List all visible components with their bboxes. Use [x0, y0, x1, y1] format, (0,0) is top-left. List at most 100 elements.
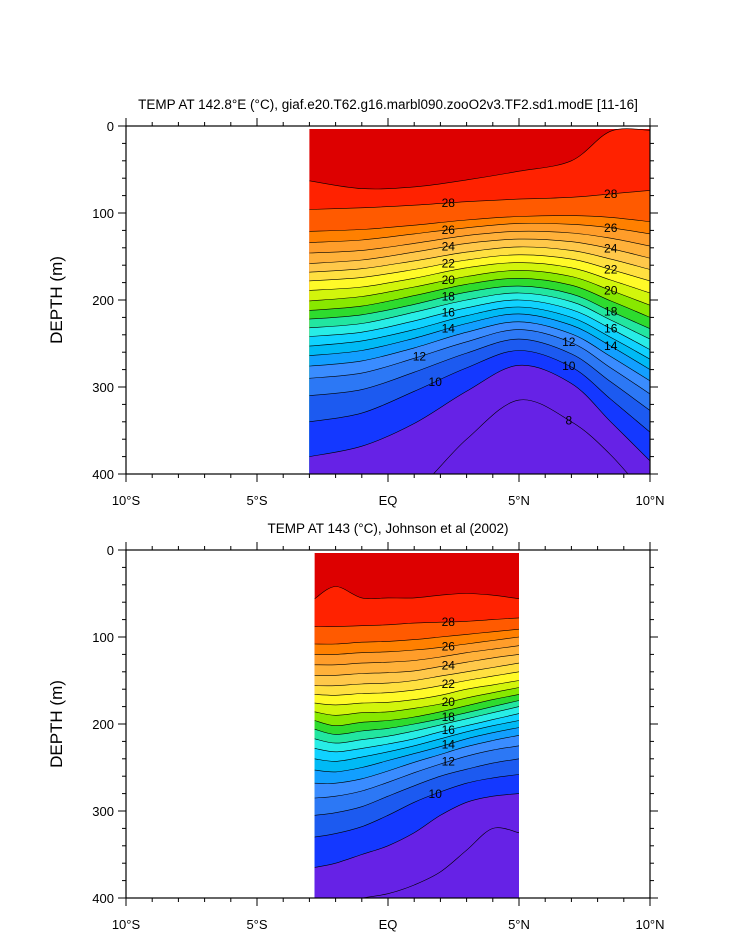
- contour-label-18: 18: [442, 289, 456, 303]
- x-tick-label: 10°S: [112, 493, 141, 508]
- x-tick-label: EQ: [379, 493, 398, 508]
- contour-label-20: 20: [442, 273, 456, 287]
- contour-label-12: 12: [562, 335, 576, 349]
- contour-line-layer: [314, 586, 520, 898]
- y-axis-label: DEPTH (m): [47, 680, 66, 768]
- y-tick-label: 200: [92, 293, 114, 308]
- contour-label-26: 26: [604, 221, 618, 235]
- isotherm-line-13: [314, 735, 520, 784]
- isotherm-line-9: [309, 364, 650, 462]
- isotherm-line-24: [314, 654, 520, 676]
- contour-label-26: 26: [442, 639, 456, 653]
- contour-label-14: 14: [604, 339, 618, 353]
- y-tick-label: 0: [107, 543, 114, 558]
- x-tick-label: 10°N: [635, 917, 664, 932]
- x-tick-label: 5°S: [246, 493, 267, 508]
- isotherm-line-20: [314, 687, 520, 716]
- y-tick-label: 100: [92, 206, 114, 221]
- contour-label-16: 16: [442, 305, 456, 319]
- isotherm-line-26: [309, 222, 650, 243]
- y-tick-label: 400: [92, 891, 114, 906]
- contour-label-10: 10: [429, 787, 443, 801]
- y-axis-label: DEPTH (m): [47, 256, 66, 344]
- contour-label-18: 18: [604, 304, 618, 318]
- contour-label-10: 10: [562, 359, 576, 373]
- x-tick-label: 5°N: [508, 917, 530, 932]
- isotherm-line-11: [314, 758, 520, 816]
- y-tick-label: 0: [107, 119, 114, 134]
- isotherm-line-23: [309, 246, 650, 273]
- x-tick-label: 5°N: [508, 493, 530, 508]
- contour-label-24: 24: [604, 242, 618, 256]
- contour-label-22: 22: [604, 263, 618, 277]
- isotherm-line-19: [314, 694, 520, 727]
- contour-label-10: 10: [429, 375, 443, 389]
- isotherm-line-10: [314, 774, 520, 838]
- isotherm-line-8: [432, 399, 629, 474]
- isotherm-line-9: [314, 793, 520, 868]
- contour-label-20: 20: [604, 283, 618, 297]
- isotherm-line-12: [309, 329, 650, 395]
- contour-label-12: 12: [413, 350, 427, 364]
- x-tick-label: 10°N: [635, 493, 664, 508]
- contour-label-18: 18: [442, 710, 456, 724]
- y-tick-label: 300: [92, 804, 114, 819]
- x-tick-label: 5°S: [246, 917, 267, 932]
- y-tick-label: 400: [92, 467, 114, 482]
- isotherm-line-13: [309, 321, 650, 382]
- contour-fill-layer: [314, 553, 519, 898]
- isotherm-line-10: [309, 350, 650, 433]
- contour-label-12: 12: [442, 755, 456, 769]
- isotherm-line-8: [359, 827, 520, 898]
- isotherm-line-20: [309, 270, 650, 306]
- x-tick-label: EQ: [379, 917, 398, 932]
- isotherm-line-11: [309, 338, 650, 411]
- isotherm-line-28: [309, 190, 650, 210]
- panel-title: TEMP AT 142.8°E (°C), giaf.e20.T62.g16.m…: [138, 97, 638, 112]
- contour-band-7: [433, 399, 629, 474]
- contour-label-24: 24: [442, 658, 456, 672]
- y-tick-label: 300: [92, 380, 114, 395]
- isotherm-line-23: [314, 662, 520, 687]
- contour-label-16: 16: [604, 322, 618, 336]
- isotherm-line-12: [314, 745, 520, 799]
- isotherm-line-18: [314, 700, 520, 735]
- isotherm-line-17: [309, 292, 650, 340]
- contour-line-layer: [309, 128, 650, 474]
- isotherm-line-21: [309, 262, 650, 294]
- isotherm-line-27: [309, 215, 650, 232]
- isotherm-line-29: [309, 128, 650, 190]
- isotherm-line-22: [314, 671, 520, 696]
- y-tick-label: 200: [92, 717, 114, 732]
- contour-label-14: 14: [442, 737, 456, 751]
- contour-fill-layer: [309, 128, 650, 474]
- panel-model: TEMP AT 142.8°E (°C), giaf.e20.T62.g16.m…: [47, 97, 665, 508]
- contour-label-14: 14: [442, 322, 456, 336]
- isotherm-line-18: [309, 285, 650, 329]
- axes: 0 100 200 300 400 10°S 5°S EQ 5°N 10°N: [92, 118, 665, 508]
- contour-label-28: 28: [442, 615, 456, 629]
- isotherm-line-25: [309, 230, 650, 254]
- isotherm-line-26: [314, 636, 520, 655]
- isotherm-line-19: [309, 277, 650, 318]
- panel-observation: TEMP AT 143 (°C), Johnson et al (2002) D…: [47, 521, 665, 932]
- isotherm-line-24: [309, 238, 650, 264]
- contour-label-20: 20: [442, 695, 456, 709]
- contour-label-24: 24: [442, 240, 456, 254]
- isotherm-line-27: [314, 628, 520, 645]
- x-tick-label: 10°S: [112, 917, 141, 932]
- contour-label-8: 8: [565, 414, 572, 428]
- contour-label-28: 28: [604, 187, 618, 201]
- axes: 0 100 200 300 400 10°S 5°S EQ 5°N 10°N: [92, 542, 665, 932]
- isotherm-line-15: [309, 306, 650, 360]
- isotherm-line-22: [309, 254, 650, 282]
- isotherm-line-16: [314, 713, 520, 753]
- contour-label-16: 16: [442, 723, 456, 737]
- contour-band-7: [361, 827, 519, 898]
- y-tick-label: 100: [92, 630, 114, 645]
- isotherm-line-16: [309, 299, 650, 350]
- isotherm-line-21: [314, 680, 520, 706]
